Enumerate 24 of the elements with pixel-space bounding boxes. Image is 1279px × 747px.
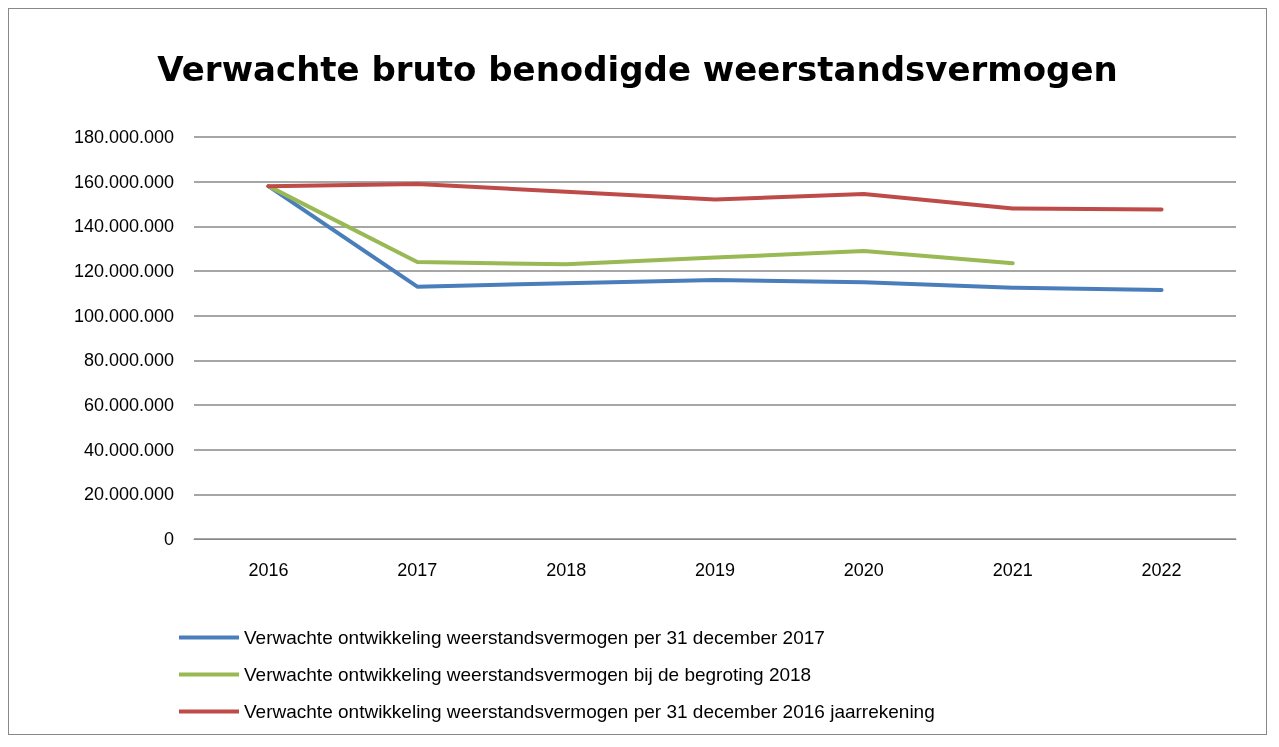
y-tick-label: 140.000.000: [73, 216, 174, 237]
y-tick-label: 180.000.000: [73, 127, 174, 147]
y-tick-label: 60.000.000: [83, 395, 174, 415]
line-series: [266, 181, 1164, 212]
x-tick-label: 2022: [1141, 560, 1182, 580]
line-series: [266, 184, 1015, 267]
line-series: [266, 184, 1164, 292]
x-tick-label: 2021: [992, 560, 1033, 580]
legend-label: Verwachte ontwikkeling weerstandsvermogen per 31 december 2017: [244, 627, 825, 648]
y-tick-label: 120.000.000: [73, 261, 174, 281]
y-tick-label: 0: [163, 529, 174, 549]
y-tick-label: 40.000.000: [83, 439, 174, 460]
x-tick-label: 2020: [843, 560, 884, 580]
legend-label: Verwachte ontwikkeling weerstandsvermogen per 31 december 2016 jaarrekening: [244, 701, 935, 722]
legend-label: Verwachte ontwikkeling weerstandsvermogen bij de begroting 2018: [244, 664, 812, 685]
x-tick-label: 2017: [397, 560, 438, 580]
y-tick-label: 160.000.000: [73, 171, 174, 192]
chart-title: Verwachte bruto benodigde weerstandsvermogen: [157, 49, 1118, 89]
x-tick-label: 2018: [546, 560, 587, 580]
x-tick-label: 2016: [248, 560, 289, 580]
y-tick-label: 100.000.000: [73, 305, 174, 326]
y-tick-label: 80.000.000: [83, 350, 174, 371]
x-tick-label: 2019: [694, 560, 736, 580]
y-tick-label: 20.000.000: [83, 484, 174, 505]
